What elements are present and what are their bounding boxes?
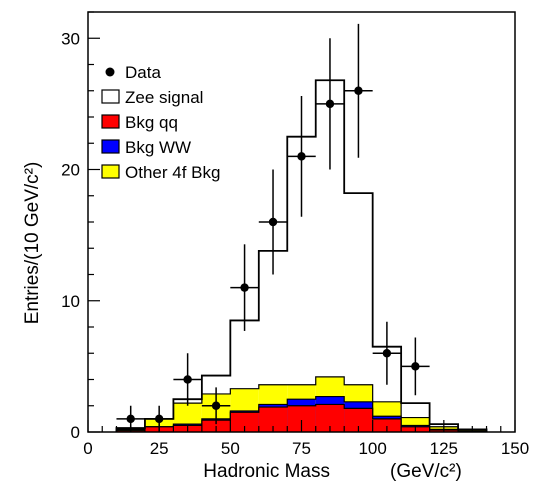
data-point bbox=[382, 349, 392, 358]
x-tick-label: 25 bbox=[150, 439, 169, 458]
data-point bbox=[354, 86, 363, 95]
data-point bbox=[154, 414, 164, 424]
legend-marker-zee-signal bbox=[101, 89, 120, 104]
bkg-qq-bar bbox=[230, 412, 259, 432]
x-tick-label: 50 bbox=[221, 439, 240, 458]
legend-label-zee-signal: Zee signal bbox=[125, 88, 203, 107]
y-tick-label: 0 bbox=[71, 423, 80, 442]
y-tick-label: 30 bbox=[61, 29, 80, 48]
data-point bbox=[126, 414, 135, 424]
bkg-qq-bar bbox=[372, 418, 402, 432]
data-point bbox=[211, 401, 221, 410]
legend-label-bkg-ww: Bkg WW bbox=[125, 138, 191, 157]
y-tick-label: 10 bbox=[61, 292, 80, 311]
y-axis-label: Entries/(10 GeV/c²) bbox=[22, 162, 43, 325]
data-point bbox=[325, 99, 335, 109]
legend: Data Zee signal Bkg qq Bkg WW Other 4f Bkg bbox=[101, 63, 220, 182]
legend-marker-bkg-qq bbox=[101, 114, 120, 129]
legend-marker-other-4f-bkg bbox=[101, 164, 120, 179]
data-point bbox=[411, 362, 420, 371]
data-point bbox=[240, 283, 249, 292]
data-point bbox=[297, 152, 306, 161]
legend-label-other-4f-bkg: Other 4f Bkg bbox=[125, 163, 220, 182]
x-tick-label: 100 bbox=[358, 439, 386, 458]
legend-label-data: Data bbox=[125, 63, 161, 82]
data-points bbox=[116, 23, 430, 432]
x-tick-label: 125 bbox=[430, 439, 458, 458]
legend-marker-bkg-ww bbox=[101, 139, 120, 154]
x-tick-label: 75 bbox=[292, 439, 311, 458]
y-tick-label: 20 bbox=[61, 161, 80, 180]
bkg-qq-bar bbox=[344, 408, 373, 432]
x-tick-label: 0 bbox=[83, 439, 92, 458]
data-point bbox=[268, 217, 278, 227]
legend-label-bkg-qq: Bkg qq bbox=[125, 113, 178, 132]
data-point bbox=[183, 375, 192, 384]
x-tick-label: 150 bbox=[501, 439, 529, 458]
legend-marker-data bbox=[105, 67, 115, 77]
x-axis-units: (GeV/c²) bbox=[390, 461, 462, 482]
x-axis-label: Hadronic Mass bbox=[203, 461, 330, 482]
